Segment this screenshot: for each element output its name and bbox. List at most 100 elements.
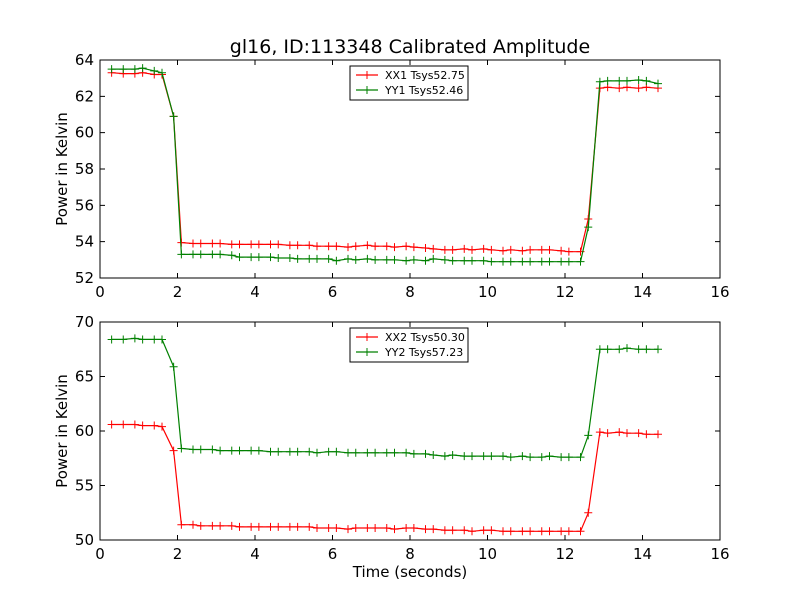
data-point: [468, 452, 476, 461]
data-point: [506, 527, 515, 536]
data-point: [227, 240, 236, 249]
data-point: [274, 447, 283, 456]
data-point: [254, 240, 263, 249]
legend-entry: XX1 Tsys52.75: [385, 69, 465, 82]
data-point: [634, 84, 643, 93]
data-point: [518, 246, 527, 255]
y-tick-label: 58: [75, 160, 94, 178]
data-point: [526, 527, 535, 536]
data-point: [247, 253, 256, 262]
data-point: [595, 345, 604, 354]
data-point: [499, 452, 507, 461]
legend-box: [349, 65, 469, 101]
data-point: [634, 75, 643, 84]
data-point: [634, 345, 643, 354]
data-point: [460, 526, 469, 535]
data-point: [351, 524, 360, 533]
data-point: [119, 65, 128, 74]
y-tick-label: 52: [75, 269, 94, 287]
data-point: [409, 243, 418, 252]
data-point: [429, 525, 438, 534]
data-point: [537, 527, 546, 536]
data-point: [324, 254, 333, 263]
data-point: [305, 241, 314, 250]
data-point: [344, 254, 352, 263]
data-point: [285, 447, 294, 456]
data-point: [506, 453, 515, 462]
data-point: [351, 255, 360, 264]
data-point: [634, 429, 643, 438]
x-tick-label: 14: [633, 283, 652, 301]
data-point: [518, 452, 527, 461]
data-point: [421, 525, 430, 534]
data-point: [266, 522, 275, 531]
legend-marker: [363, 86, 371, 94]
data-point: [557, 527, 566, 536]
data-point: [285, 241, 294, 250]
data-point: [254, 522, 263, 531]
data-point: [576, 257, 585, 266]
data-point: [138, 335, 147, 344]
data-point: [130, 65, 139, 74]
data-point: [564, 453, 573, 462]
data-point: [216, 446, 225, 455]
legend-entry: YY1 Tsys52.46: [384, 84, 463, 97]
data-point: [324, 524, 333, 533]
data-point: [440, 245, 449, 254]
data-point: [196, 521, 205, 530]
data-point: [313, 524, 321, 533]
data-point: [274, 522, 283, 531]
plot-1: 0 2 4 6 8 10 12 14 16 52 54 56 58 60 62 64 Power in Kelv…: [53, 51, 730, 301]
data-point: [216, 521, 225, 530]
data-point: [487, 526, 496, 535]
data-point: [177, 250, 186, 259]
y-tick-label: 60: [75, 422, 94, 440]
data-point: [603, 429, 612, 438]
data-point: [313, 448, 321, 457]
x-tick-label: 0: [95, 283, 105, 301]
data-point: [390, 243, 399, 252]
data-point: [479, 452, 488, 461]
data-point: [499, 246, 507, 255]
data-point: [557, 257, 566, 266]
data-point: [177, 444, 186, 453]
data-point: [390, 525, 399, 534]
data-point: [545, 452, 554, 461]
data-point: [344, 448, 352, 457]
x-tick-label: 8: [405, 545, 415, 563]
y-tick-label: 70: [75, 313, 94, 331]
data-point: [208, 239, 217, 248]
x-tick-label: 12: [555, 283, 574, 301]
data-point: [402, 524, 411, 533]
data-point: [642, 345, 651, 354]
data-point: [402, 256, 411, 265]
data-point: [460, 244, 469, 253]
data-point: [235, 253, 244, 262]
data-point: [518, 527, 527, 536]
x-tick-label: 2: [173, 283, 183, 301]
data-point: [138, 64, 147, 73]
data-point: [603, 345, 612, 354]
data-point: [150, 66, 159, 75]
data-point: [642, 76, 651, 85]
data-point: [487, 245, 496, 254]
data-point: [119, 335, 128, 344]
data-point: [189, 250, 197, 259]
data-point: [130, 420, 139, 429]
y-axis-label: Power in Kelvin: [53, 112, 71, 226]
y-tick-label: 56: [75, 196, 94, 214]
data-point: [409, 255, 418, 264]
data-point: [313, 254, 321, 263]
data-point: [557, 453, 566, 462]
data-point: [382, 448, 391, 457]
data-point: [119, 420, 128, 429]
data-point: [576, 453, 585, 462]
data-point: [285, 522, 294, 531]
data-point: [421, 244, 430, 253]
data-point: [189, 520, 197, 529]
data-point: [584, 508, 593, 517]
data-point: [642, 430, 651, 439]
data-point: [344, 243, 352, 252]
data-point: [150, 335, 159, 344]
